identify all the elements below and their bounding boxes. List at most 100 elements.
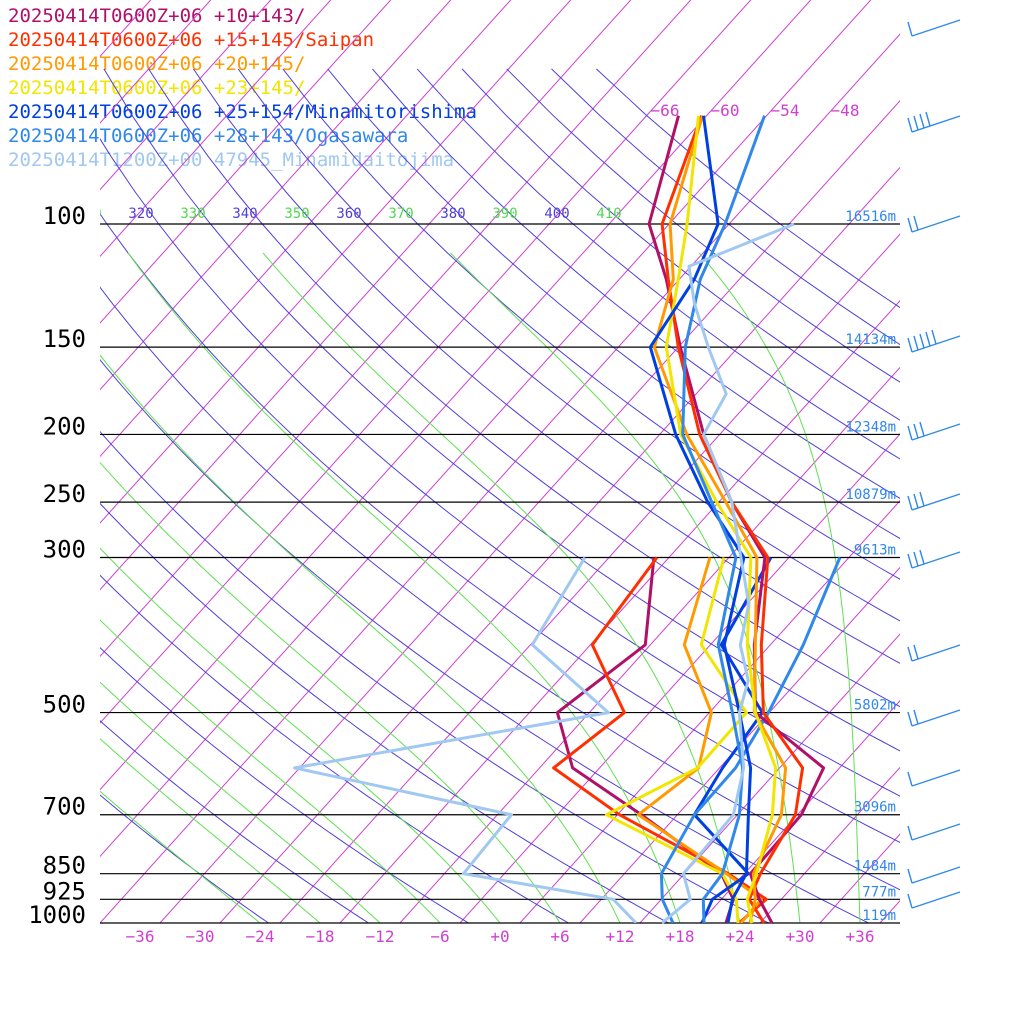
isotherm-line — [100, 0, 332, 258]
isotherm-line — [279, 233, 900, 923]
height-label: 16516m — [845, 209, 896, 225]
height-label: 1484m — [854, 859, 896, 875]
isotherm-line — [100, 0, 212, 124]
pressure-tick-label: 150 — [43, 325, 86, 353]
wind-barb-staff — [911, 866, 961, 884]
wind-barb-staff — [911, 823, 961, 841]
wind-barb-staff — [911, 644, 961, 662]
height-label: 12348m — [845, 419, 896, 435]
wind-barb-flag — [907, 711, 913, 727]
dry-adiabat-line — [148, 68, 900, 708]
isotherm-line — [639, 633, 900, 923]
temperature-tick-label: +24 — [726, 927, 755, 946]
wind-barb-staff — [911, 769, 961, 787]
isotherm-line — [940, 0, 1024, 923]
temperature-tick-label: +12 — [606, 927, 635, 946]
pressure-tick-label: 200 — [43, 412, 86, 440]
isotherm-line — [1000, 0, 1024, 923]
legend-entry: 20250414T0600Z+06 +20+145/ — [8, 53, 306, 75]
isotherm-line — [819, 833, 900, 923]
wind-barb-flag — [907, 337, 913, 353]
dewpoint-profile-line — [552, 556, 768, 923]
isotherm-line — [579, 566, 900, 923]
wind-barb-flag — [907, 868, 913, 884]
temperature-tick-label: −24 — [246, 927, 275, 946]
dry-adiabat-line — [100, 430, 769, 923]
saturated-adiabat-line — [100, 681, 381, 923]
theta-label: 380 — [440, 206, 465, 222]
legend-entry: 20250414T0600Z+06 +10+143/ — [8, 5, 306, 27]
dry-adiabat-line — [100, 213, 900, 843]
theta-label: 330 — [180, 206, 205, 222]
saturated-adiabat-line — [100, 790, 261, 923]
isotherms — [0, 0, 1024, 923]
wind-barb-flag — [919, 113, 925, 129]
isotherm-label: −48 — [831, 101, 860, 120]
wind-barb-flag — [907, 425, 913, 441]
theta-label: 340 — [232, 206, 257, 222]
theta-label: 400 — [544, 206, 569, 222]
wind-barb-flag — [919, 549, 925, 565]
isotherm-line — [339, 300, 900, 923]
theta-label: 320 — [128, 206, 153, 222]
isotherm-line — [219, 166, 900, 923]
temperature-tick-label: −18 — [306, 927, 335, 946]
dry-adiabat-line — [461, 68, 900, 421]
pressure-tick-label: 500 — [43, 691, 86, 719]
theta-label: 360 — [336, 206, 361, 222]
wind-barb-flag — [913, 709, 919, 725]
wind-barb-staff — [911, 891, 961, 909]
height-label: 14134m — [845, 332, 896, 348]
height-label: 5802m — [854, 698, 896, 714]
legend-entry: 20250414T0600Z+06 +15+145/Saipan — [8, 29, 375, 51]
temperature-tick-label: +0 — [490, 927, 509, 946]
dry-adiabat-line — [100, 359, 869, 923]
pressure-tick-label: 925 — [43, 877, 86, 905]
dewpoint-profile-line — [555, 557, 735, 923]
wind-barb-flag — [907, 217, 913, 233]
wind-barb-staff — [911, 709, 961, 727]
legend-entry: 20250414T0600Z+06 +25+154/Minamitorishim… — [8, 101, 477, 123]
isotherm-line — [100, 0, 512, 458]
dry-adiabat-line — [100, 502, 669, 923]
wind-barb-flag — [919, 333, 925, 349]
wind-barb-staff — [911, 423, 961, 441]
wind-barb-flag — [907, 117, 913, 133]
isotherm-line — [0, 0, 79, 923]
dry-adiabat-line — [100, 286, 900, 891]
pressure-tick-label: 100 — [43, 202, 86, 230]
isotherm-line — [0, 0, 19, 923]
temperature-tick-label: +30 — [786, 927, 815, 946]
wind-barb-flag — [913, 551, 919, 567]
theta-label: 310 — [76, 206, 101, 222]
wind-barbs — [907, 19, 961, 909]
theta-label: 370 — [388, 206, 413, 222]
theta-label: 410 — [596, 206, 621, 222]
isotherm-line — [519, 500, 900, 923]
wind-barb-flag — [925, 111, 931, 127]
temperature-tick-label: −6 — [430, 927, 449, 946]
wind-barb-flag — [907, 495, 913, 511]
wind-barb-flag — [913, 335, 919, 351]
temperature-profile-line — [661, 222, 795, 925]
theta-label: 350 — [284, 206, 309, 222]
dry-adiabat-line — [103, 68, 900, 752]
temperature-tick-label: −36 — [126, 927, 155, 946]
wind-barb-flag — [925, 331, 931, 347]
saturated-adiabat-line — [698, 252, 861, 923]
wind-barb-flag — [907, 893, 913, 909]
pressure-tick-label: 700 — [43, 793, 86, 821]
wind-barb-flag — [913, 644, 919, 660]
wind-barb-flag — [907, 825, 913, 841]
wind-barb-flag — [913, 215, 919, 231]
temperature-tick-label: −30 — [186, 927, 215, 946]
temperature-tick-label: −12 — [366, 927, 395, 946]
dry-adiabat-line — [327, 68, 900, 540]
theta-labels: 310 320 330 340 350 360 370 380 390 400 410 — [76, 206, 622, 222]
isotherm-line — [100, 0, 272, 191]
wind-barb-flag — [907, 646, 913, 662]
dry-adiabat-line — [100, 720, 369, 923]
wind-barb-flag — [907, 771, 913, 787]
